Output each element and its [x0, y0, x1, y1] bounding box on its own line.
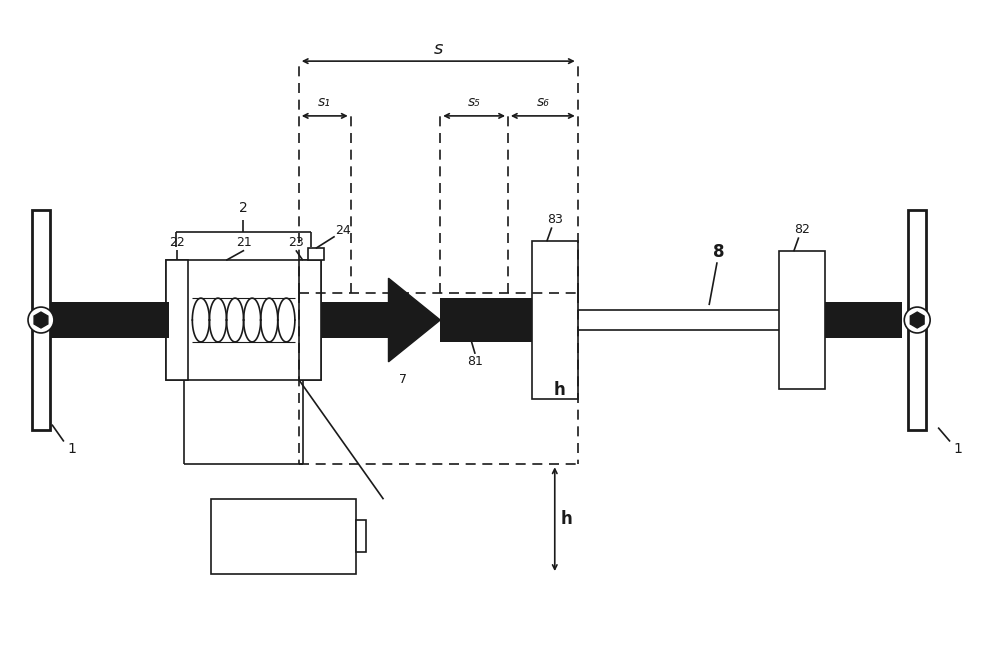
Bar — [532, 241, 578, 398]
Text: s₅: s₅ — [468, 95, 481, 109]
Bar — [779, 252, 825, 389]
Text: 81: 81 — [467, 356, 483, 369]
Bar — [50, 302, 169, 338]
Text: h: h — [561, 510, 573, 528]
Circle shape — [28, 307, 54, 333]
Bar — [825, 302, 902, 338]
Bar — [211, 499, 356, 574]
Bar — [299, 260, 321, 380]
Text: 82: 82 — [794, 223, 810, 236]
Text: 22: 22 — [170, 236, 185, 249]
Text: 21: 21 — [236, 236, 252, 249]
Bar — [166, 260, 188, 380]
Bar — [166, 260, 321, 380]
Circle shape — [904, 307, 930, 333]
Text: 8: 8 — [713, 243, 725, 261]
Text: s₁: s₁ — [318, 95, 331, 109]
Text: s₆: s₆ — [536, 95, 549, 109]
Bar — [440, 298, 532, 342]
Text: 2: 2 — [239, 200, 247, 214]
Text: 83: 83 — [547, 213, 563, 226]
Bar — [32, 211, 50, 430]
Bar — [908, 211, 926, 430]
Text: 23: 23 — [288, 236, 304, 249]
Text: s: s — [434, 40, 443, 58]
Text: 1: 1 — [954, 443, 962, 456]
Bar — [356, 520, 366, 552]
Bar — [308, 248, 324, 260]
Text: 7: 7 — [399, 373, 407, 386]
Text: 24: 24 — [335, 224, 351, 237]
Text: h: h — [554, 381, 566, 398]
Text: 1: 1 — [67, 443, 76, 456]
Polygon shape — [388, 278, 440, 362]
Bar — [321, 302, 388, 338]
